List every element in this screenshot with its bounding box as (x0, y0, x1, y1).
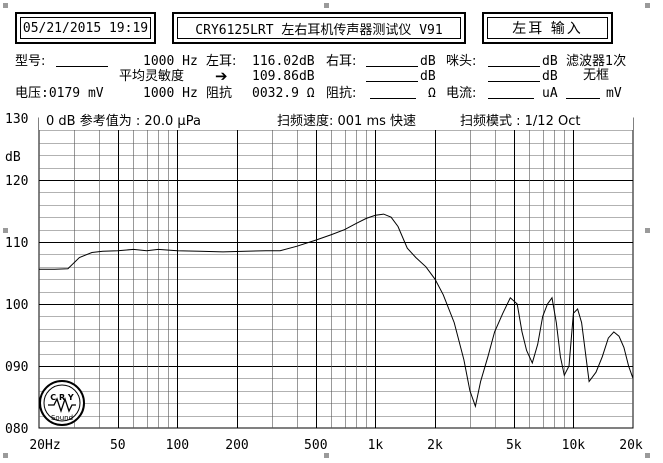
logo-bottom-text: Sound (51, 414, 73, 422)
cry-sound-logo: C R Y Sound (39, 380, 85, 426)
mode-label: 左耳 输入 (512, 21, 583, 37)
frequency-response-line (39, 213, 634, 409)
resize-handle-mid-left[interactable] (3, 228, 8, 233)
resize-handle-bottom-right[interactable] (645, 453, 650, 458)
status-bar-bg (39, 113, 633, 130)
right-ear-unit: dB (420, 54, 436, 69)
x-tick-label: 200 (225, 438, 248, 453)
resize-handle-bottom-left[interactable] (3, 453, 8, 458)
model-field[interactable] (56, 55, 108, 71)
y-axis-ticks: 130 120 110 100 090 080 (5, 112, 28, 437)
y-axis-label: dB (5, 150, 21, 165)
mv-field[interactable] (566, 87, 600, 103)
mic-sens-unit: dB (542, 69, 558, 84)
x-axis-ticks: 20Hz 50 100 200 500 1k 2k 5k 10k 20k (29, 438, 643, 453)
x-tick-label: 20k (619, 438, 643, 453)
resize-handle-top-right[interactable] (645, 3, 650, 8)
model-label: 型号: (15, 54, 46, 69)
chart-series (39, 213, 634, 409)
right-sens-unit: dB (420, 69, 436, 84)
impedance-value: 0032.9 Ω (252, 86, 315, 101)
x-tick-label: 5k (506, 438, 522, 453)
mv-unit: mV (606, 86, 622, 101)
current-field[interactable] (488, 87, 534, 103)
row3-freq: 1000 Hz (143, 86, 198, 101)
y-tick-label: 130 (5, 112, 28, 127)
x-tick-label: 500 (304, 438, 327, 453)
impedance2-unit: Ω (428, 86, 436, 101)
datetime-box: 05/21/2015 19:19 (15, 12, 156, 44)
impedance2-label: 阻抗: (326, 86, 357, 101)
x-tick-label: 1k (368, 438, 384, 453)
y-tick-label: 100 (5, 298, 28, 313)
y-tick-label: 090 (5, 360, 28, 375)
y-tick-label: 110 (5, 236, 28, 251)
plot-frame (38, 117, 634, 429)
impedance-label: 阻抗 (206, 86, 233, 101)
resize-handle-top-left[interactable] (3, 3, 8, 8)
x-tick-label: 50 (110, 438, 126, 453)
mic-unit: dB (542, 54, 558, 69)
resize-handle-mid-right[interactable] (645, 228, 650, 233)
row1-freq: 1000 Hz (143, 54, 198, 69)
right-ear-label: 右耳: (326, 54, 357, 69)
resize-handle-top-center[interactable] (324, 3, 329, 8)
device-title: CRY6125LRT 左右耳机传声器测试仪 V91 (195, 22, 443, 38)
avg-sensitivity-value: 109.86dB (252, 69, 315, 84)
x-tick-label: 20Hz (29, 438, 60, 453)
y-tick-label: 080 (5, 422, 28, 437)
reference-status: 0 dB 参考值为 : 20.0 μPa (46, 113, 201, 129)
avg-sensitivity-label: 平均灵敏度 (119, 69, 185, 84)
datetime-text: 05/21/2015 19:19 (22, 20, 149, 36)
current-unit: uA (542, 86, 558, 101)
x-tick-label: 100 (166, 438, 189, 453)
left-ear-value: 116.02dB (252, 54, 315, 69)
mic-field[interactable] (488, 55, 540, 71)
mic-sens-field[interactable] (488, 70, 540, 86)
logo-top-text: C R Y (50, 393, 74, 402)
mic-label: 咪头: (446, 54, 477, 69)
sweep-speed-status: 扫频速度: 001 ms 快速 (277, 113, 416, 129)
resize-handle-bottom-center[interactable] (324, 453, 329, 458)
current-label: 电流: (446, 86, 477, 101)
x-tick-label: 10k (562, 438, 586, 453)
no-frame-setting[interactable]: 无框 (583, 68, 610, 83)
left-ear-label: 左耳: (206, 54, 237, 69)
y-tick-label: 120 (5, 174, 28, 189)
impedance2-field[interactable] (370, 87, 416, 103)
voltage-readout: 电压:0179 mV (15, 86, 104, 101)
filter-setting[interactable]: 滤波器1次 (566, 54, 627, 69)
arrow-right-icon: ➔ (215, 67, 228, 85)
x-tick-label: 2k (427, 438, 443, 453)
chart-grid (38, 117, 634, 429)
mode-button[interactable]: 左耳 输入 (482, 12, 613, 44)
device-title-box: CRY6125LRT 左右耳机传声器测试仪 V91 (172, 12, 466, 44)
sweep-mode-status: 扫频模式 : 1/12 Oct (460, 114, 580, 129)
right-sens-field[interactable] (366, 70, 418, 86)
right-ear-field[interactable] (366, 55, 418, 71)
